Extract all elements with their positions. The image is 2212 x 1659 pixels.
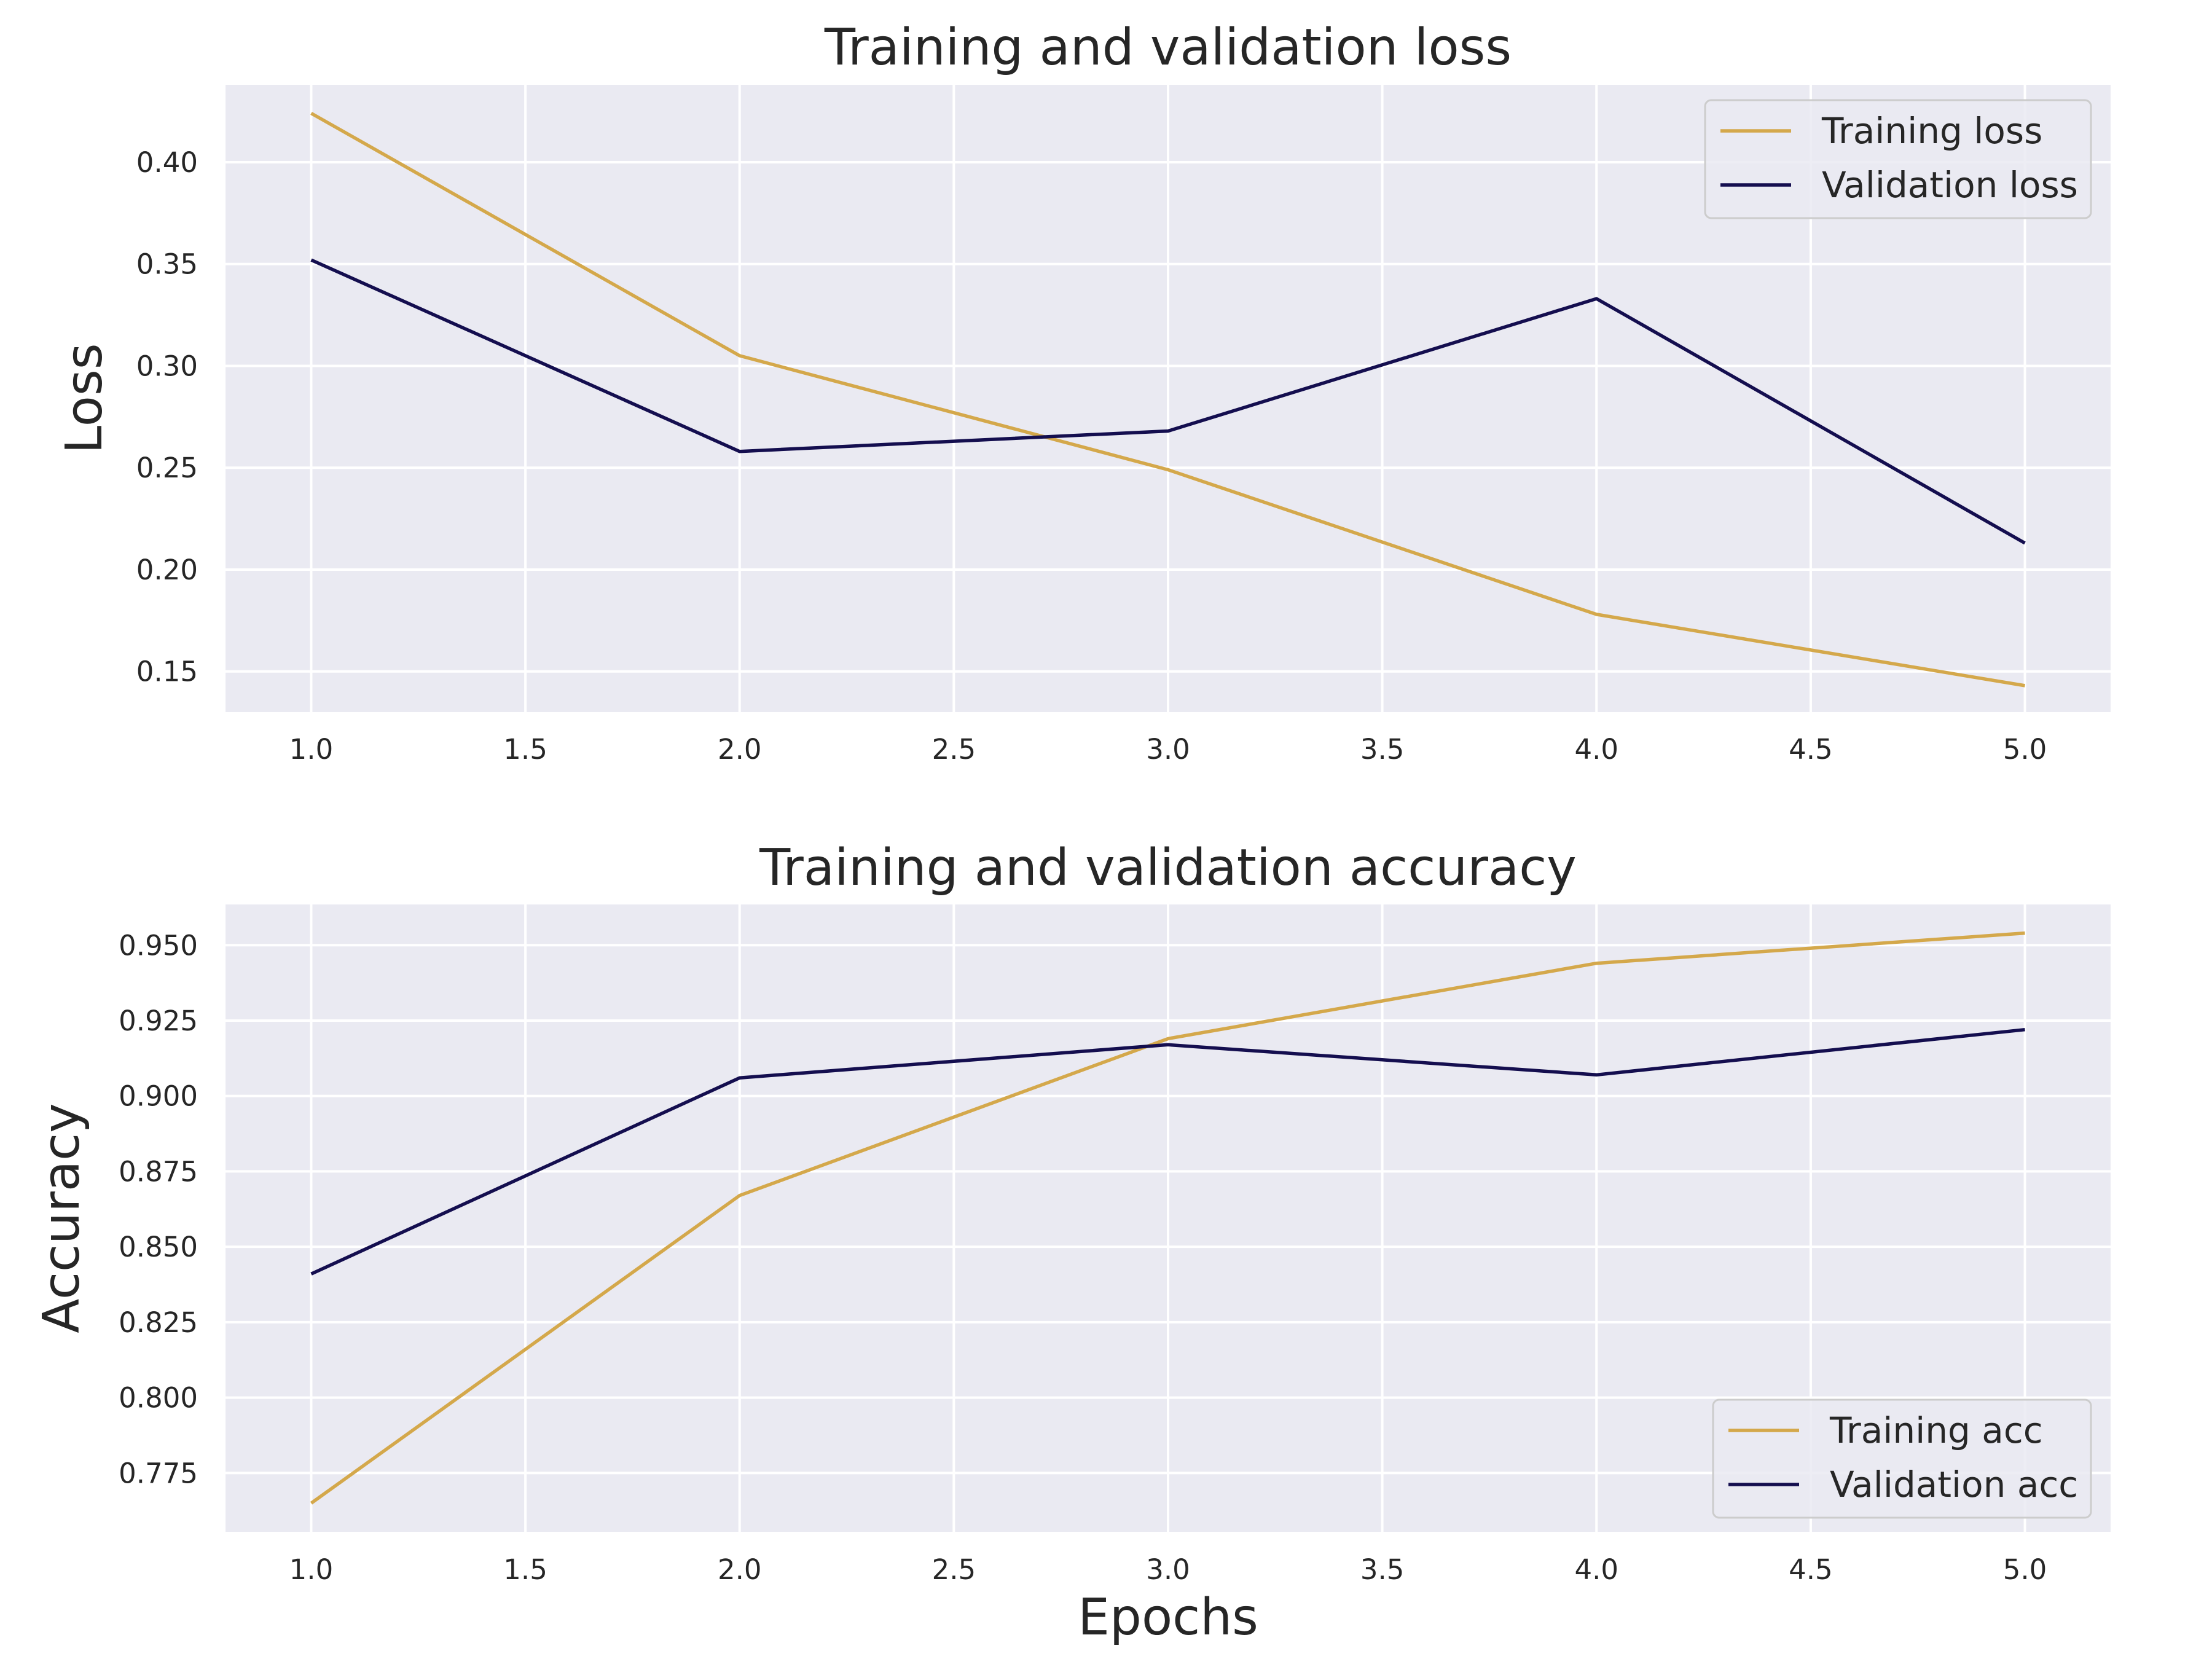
accuracy-x-tick-label: 2.0 bbox=[718, 1553, 762, 1586]
loss-y-tick-label: 0.20 bbox=[136, 554, 198, 586]
loss-y-tick-label: 0.15 bbox=[136, 656, 198, 688]
loss-x-tick-label: 1.0 bbox=[289, 733, 334, 766]
accuracy-x-tick-label: 4.0 bbox=[1574, 1553, 1618, 1586]
accuracy-x-tick-label: 3.5 bbox=[1360, 1553, 1405, 1586]
loss-x-tick-label: 2.5 bbox=[932, 733, 976, 766]
accuracy-series-line-validation bbox=[310, 1027, 2025, 1276]
loss-y-axis-label: Loss bbox=[55, 343, 114, 454]
loss-legend-label: Validation loss bbox=[1822, 164, 2078, 206]
accuracy-chart: 0.775 0.800 0.825 0.850 0.875 0.900 0.925 0.950… bbox=[33, 839, 2111, 1647]
loss-y-tick-label: 0.35 bbox=[136, 248, 198, 281]
loss-x-tick-label: 1.5 bbox=[503, 733, 547, 766]
loss-x-tick-label: 5.0 bbox=[2003, 733, 2047, 766]
loss-y-tick-label: 0.40 bbox=[136, 146, 198, 179]
loss-y-tick-label: 0.30 bbox=[136, 350, 198, 382]
accuracy-x-tick-label: 1.5 bbox=[503, 1553, 547, 1586]
accuracy-y-tick-label: 0.825 bbox=[119, 1306, 198, 1339]
loss-x-ticks: 1.0 1.5 2.0 2.5 3.0 3.5 4.0 4.5 5.0 bbox=[289, 733, 2047, 766]
accuracy-y-tick-label: 0.850 bbox=[119, 1231, 198, 1263]
accuracy-series-line-training bbox=[310, 931, 2025, 1505]
accuracy-legend-label: Training acc bbox=[1829, 1410, 2043, 1451]
accuracy-y-tick-label: 0.775 bbox=[119, 1457, 198, 1489]
loss-x-tick-label: 2.0 bbox=[718, 733, 762, 766]
accuracy-y-ticks: 0.775 0.800 0.825 0.850 0.875 0.900 0.925 0.950 bbox=[119, 929, 198, 1489]
accuracy-x-tick-label: 3.0 bbox=[1146, 1553, 1190, 1586]
loss-x-tick-label: 4.5 bbox=[1789, 733, 1833, 766]
loss-y-tick-label: 0.25 bbox=[136, 452, 198, 484]
loss-series-line-training bbox=[310, 112, 2025, 688]
loss-legend-label: Training loss bbox=[1821, 110, 2042, 152]
loss-legend-box bbox=[1704, 99, 2092, 219]
accuracy-y-tick-label: 0.875 bbox=[119, 1155, 198, 1188]
loss-x-tick-label: 3.5 bbox=[1360, 733, 1405, 766]
loss-chart: 0.15 0.20 0.25 0.30 0.35 0.40 1.0 1.5 2.0 2.5 3.0… bbox=[55, 18, 2111, 766]
loss-gridlines bbox=[226, 85, 2111, 712]
accuracy-x-ticks: 1.0 1.5 2.0 2.5 3.0 3.5 4.0 4.5 5.0 bbox=[289, 1553, 2047, 1586]
accuracy-legend-box bbox=[1712, 1398, 2092, 1519]
accuracy-series bbox=[310, 931, 2025, 1505]
accuracy-x-axis-label: Epochs bbox=[1078, 1588, 1258, 1647]
loss-series bbox=[310, 112, 2026, 688]
accuracy-x-tick-label: 4.5 bbox=[1789, 1553, 1833, 1586]
accuracy-y-tick-label: 0.925 bbox=[119, 1005, 198, 1037]
accuracy-legend: Training acc Validation acc bbox=[1712, 1398, 2092, 1519]
accuracy-y-tick-label: 0.800 bbox=[119, 1382, 198, 1414]
loss-x-tick-label: 4.0 bbox=[1574, 733, 1618, 766]
accuracy-x-tick-label: 5.0 bbox=[2003, 1553, 2047, 1586]
accuracy-chart-title: Training and validation accuracy bbox=[759, 839, 1577, 897]
loss-x-tick-label: 3.0 bbox=[1146, 733, 1190, 766]
accuracy-x-tick-label: 1.0 bbox=[289, 1553, 334, 1586]
loss-series-line-validation bbox=[310, 258, 2026, 545]
accuracy-y-tick-label: 0.900 bbox=[119, 1080, 198, 1113]
loss-legend: Training loss Validation loss bbox=[1704, 99, 2092, 219]
loss-y-ticks: 0.15 0.20 0.25 0.30 0.35 0.40 bbox=[136, 146, 198, 688]
accuracy-y-tick-label: 0.950 bbox=[119, 929, 198, 962]
accuracy-legend-label: Validation acc bbox=[1830, 1464, 2078, 1505]
loss-chart-title: Training and validation loss bbox=[824, 18, 1512, 77]
accuracy-x-tick-label: 2.5 bbox=[932, 1553, 976, 1586]
accuracy-y-axis-label: Accuracy bbox=[33, 1103, 91, 1333]
